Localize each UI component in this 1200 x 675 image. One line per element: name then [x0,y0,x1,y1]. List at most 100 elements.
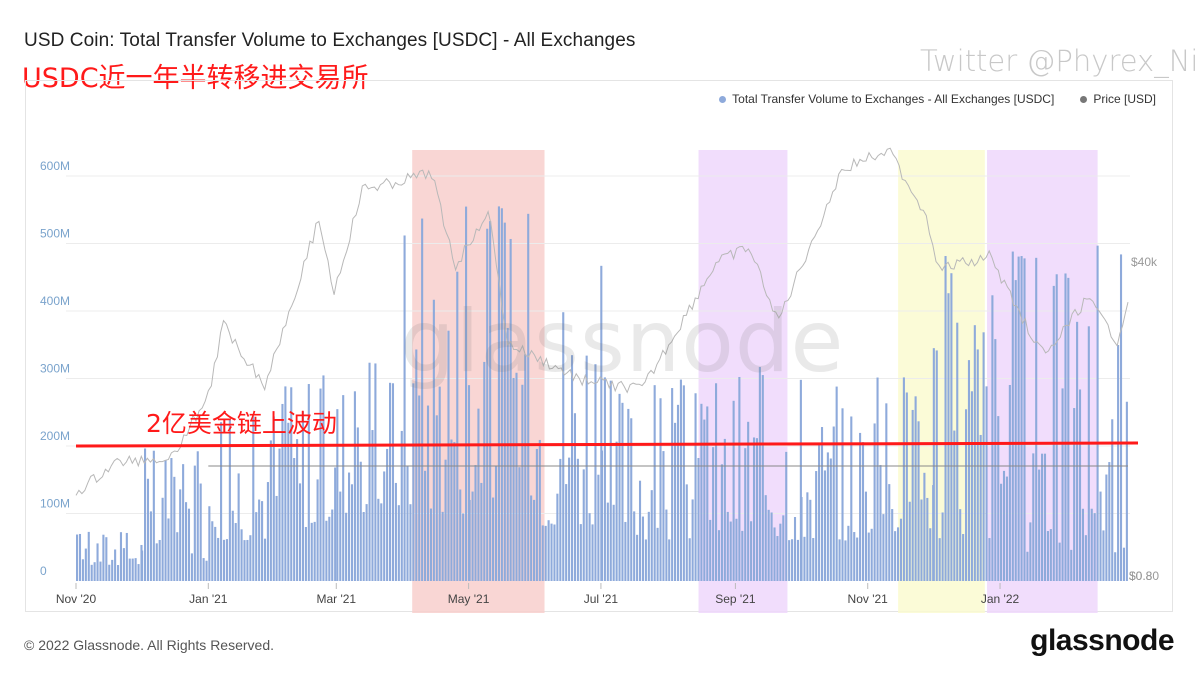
volume-bar [1002,470,1006,581]
volume-bar [873,423,876,581]
x-tick-label-5: Sep '21 [715,592,756,606]
volume-bar [823,470,826,581]
volume-bar [597,474,600,581]
volume-bar [182,464,185,581]
volume-bar [1093,513,1096,581]
volume-bar [158,539,161,581]
volume-bar [515,372,518,581]
volume-bar [269,440,272,581]
annotation-reference: 2亿美金链上波动 [146,409,337,438]
volume-bar [1122,547,1126,581]
volume-bar [773,527,776,581]
volume-bar [565,484,568,581]
volume-bar [556,493,559,581]
volume-bar [205,560,208,581]
x-tick-label-1: Jan '21 [189,592,228,606]
volume-bar [674,422,677,581]
volume-bar [474,465,477,581]
volume-bar [116,565,120,581]
volume-bar [750,521,753,581]
volume-bar [167,518,170,581]
volume-bar [809,499,812,581]
legend-item-volume[interactable]: Total Transfer Volume to Exchanges - All… [719,92,1054,106]
volume-bar [322,375,325,581]
volume-bar [938,538,941,581]
volume-bar [1052,285,1055,581]
legend-item-price[interactable]: Price [USD] [1080,92,1156,106]
volume-bar [1073,408,1076,581]
volume-bar [202,558,205,581]
volume-bar [864,491,867,581]
volume-bar [985,386,988,581]
y-tick-label-1: 100M [40,497,70,511]
volume-bar [266,482,269,581]
y-tick-label-3: 300M [40,362,70,376]
volume-bar [788,540,791,581]
volume-bar [1111,419,1114,581]
volume-bar [284,386,287,581]
volume-bar [426,405,430,581]
annotation-top: USDC近一年半转移进交易所 [22,63,369,94]
volume-bar [412,383,415,581]
volume-bar [99,561,102,581]
volume-bar [905,392,908,581]
volume-bar [102,534,105,581]
volume-bar [524,354,527,581]
chart-title: USD Coin: Total Transfer Volume to Excha… [24,30,636,51]
volume-bar [1099,491,1102,581]
volume-bar [301,411,305,581]
volume-bar [891,509,894,581]
volume-bar [573,413,577,581]
volume-bar [1017,256,1020,581]
volume-bar [776,536,779,581]
volume-bar [533,499,536,581]
volume-bar [1087,326,1090,581]
volume-bar [767,509,770,581]
volume-bar [682,385,685,581]
volume-bar [835,386,838,581]
volume-bar [603,377,606,581]
volume-bar [503,222,506,581]
volume-bar [785,451,788,581]
volume-bar [638,480,642,581]
volume-bar [1038,469,1041,581]
volume-bar [723,438,726,581]
legend-label-volume: Total Transfer Volume to Exchanges - All… [732,92,1055,106]
volume-bar [1090,508,1093,581]
volume-bar [744,448,747,581]
y-tick-label-0: 0 [40,564,47,578]
volume-bar [856,537,859,581]
volume-bar [1119,254,1123,581]
volume-bar [287,422,290,581]
x-tick-label-6: Nov '21 [848,592,889,606]
volume-bar [193,465,196,581]
volume-bar [477,408,480,581]
volume-bar [964,409,968,581]
volume-bar [483,361,486,581]
volume-bar [973,325,976,581]
volume-bar [336,409,339,581]
volume-bar [176,532,179,581]
volume-bar [932,348,935,581]
volume-bar [612,504,615,581]
btc-price-line [75,147,1129,496]
volume-bar [535,448,538,581]
volume-bar [976,349,979,581]
volume-bar [885,403,888,581]
volume-bar [691,499,694,581]
volume-bar [512,377,515,581]
x-tick-label-7: Jan '22 [981,592,1020,606]
volume-bar [562,312,565,581]
volume-bar [184,502,188,581]
volume-bar [170,458,173,581]
volume-bar [313,521,316,581]
volume-bar [815,471,818,581]
volume-bar [859,432,862,581]
volume-bar [450,439,453,581]
volume-bar [96,543,99,581]
volume-bar [84,548,87,581]
volume-bar [144,448,147,581]
volume-bar [342,395,345,581]
volume-bar [214,526,217,581]
volume-bar [538,439,541,581]
